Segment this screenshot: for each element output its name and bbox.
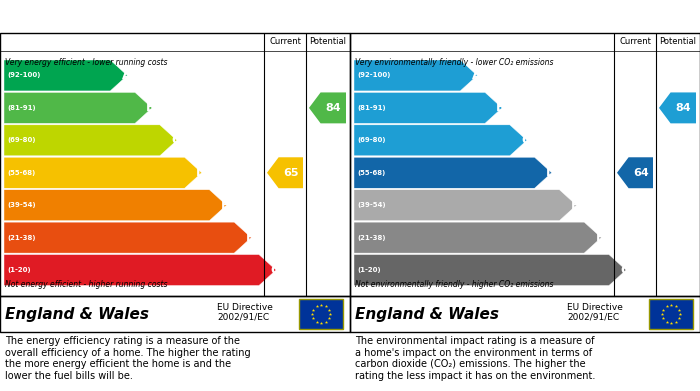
Text: A: A	[471, 69, 481, 82]
Text: G: G	[270, 264, 280, 276]
Text: (69-80): (69-80)	[7, 137, 36, 143]
Text: (39-54): (39-54)	[7, 202, 36, 208]
Text: Potential: Potential	[309, 38, 346, 47]
Text: C: C	[522, 134, 531, 147]
Text: (92-100): (92-100)	[7, 72, 41, 79]
Text: A: A	[121, 69, 131, 82]
Text: The environmental impact rating is a measure of
a home's impact on the environme: The environmental impact rating is a mea…	[355, 336, 596, 381]
Polygon shape	[4, 190, 226, 221]
Text: 65: 65	[283, 168, 298, 178]
Text: Current: Current	[269, 38, 301, 47]
Text: G: G	[620, 264, 630, 276]
Polygon shape	[354, 157, 552, 188]
Text: Very environmentally friendly - lower CO₂ emissions: Very environmentally friendly - lower CO…	[355, 58, 554, 67]
Text: (55-68): (55-68)	[7, 170, 35, 176]
Text: England & Wales: England & Wales	[5, 307, 149, 321]
Polygon shape	[617, 157, 653, 188]
Bar	[650, 299, 693, 329]
Text: EU Directive
2002/91/EC: EU Directive 2002/91/EC	[217, 303, 273, 322]
Bar	[300, 299, 343, 329]
Text: B: B	[146, 101, 156, 115]
Polygon shape	[4, 60, 127, 91]
Text: The energy efficiency rating is a measure of the
overall efficiency of a home. T: The energy efficiency rating is a measur…	[5, 336, 251, 381]
Text: F: F	[596, 231, 605, 244]
Text: EU Directive
2002/91/EC: EU Directive 2002/91/EC	[567, 303, 623, 322]
Polygon shape	[354, 92, 502, 123]
Text: (92-100): (92-100)	[357, 72, 391, 79]
Polygon shape	[4, 255, 276, 285]
Polygon shape	[354, 190, 576, 221]
Polygon shape	[354, 125, 527, 156]
Polygon shape	[659, 92, 696, 123]
Text: D: D	[195, 166, 206, 179]
Polygon shape	[4, 222, 251, 253]
Text: F: F	[246, 231, 255, 244]
Text: Current: Current	[619, 38, 651, 47]
Text: E: E	[571, 199, 580, 212]
Text: (1-20): (1-20)	[7, 267, 31, 273]
Text: Potential: Potential	[659, 38, 696, 47]
Polygon shape	[354, 60, 477, 91]
Text: (1-20): (1-20)	[357, 267, 381, 273]
Text: E: E	[221, 199, 230, 212]
Text: Very energy efficient - lower running costs: Very energy efficient - lower running co…	[5, 58, 167, 67]
Text: Energy Efficiency Rating: Energy Efficiency Rating	[10, 10, 194, 23]
Polygon shape	[4, 125, 177, 156]
Text: (21-38): (21-38)	[357, 235, 386, 240]
Text: B: B	[496, 101, 506, 115]
Text: 64: 64	[633, 168, 649, 178]
Text: (81-91): (81-91)	[7, 105, 36, 111]
Text: (55-68): (55-68)	[357, 170, 385, 176]
Text: (21-38): (21-38)	[7, 235, 36, 240]
Polygon shape	[354, 255, 626, 285]
Text: (81-91): (81-91)	[357, 105, 386, 111]
Text: Not energy efficient - higher running costs: Not energy efficient - higher running co…	[5, 280, 167, 289]
Polygon shape	[309, 92, 346, 123]
Polygon shape	[267, 157, 303, 188]
Polygon shape	[354, 222, 601, 253]
Text: C: C	[172, 134, 181, 147]
Text: (39-54): (39-54)	[357, 202, 386, 208]
Text: (69-80): (69-80)	[357, 137, 386, 143]
Text: 84: 84	[326, 103, 341, 113]
Text: England & Wales: England & Wales	[355, 307, 499, 321]
Polygon shape	[4, 157, 202, 188]
Text: Not environmentally friendly - higher CO₂ emissions: Not environmentally friendly - higher CO…	[355, 280, 554, 289]
Text: Environmental Impact (CO₂) Rating: Environmental Impact (CO₂) Rating	[360, 10, 622, 23]
Text: 84: 84	[676, 103, 691, 113]
Polygon shape	[4, 92, 152, 123]
Text: D: D	[545, 166, 556, 179]
